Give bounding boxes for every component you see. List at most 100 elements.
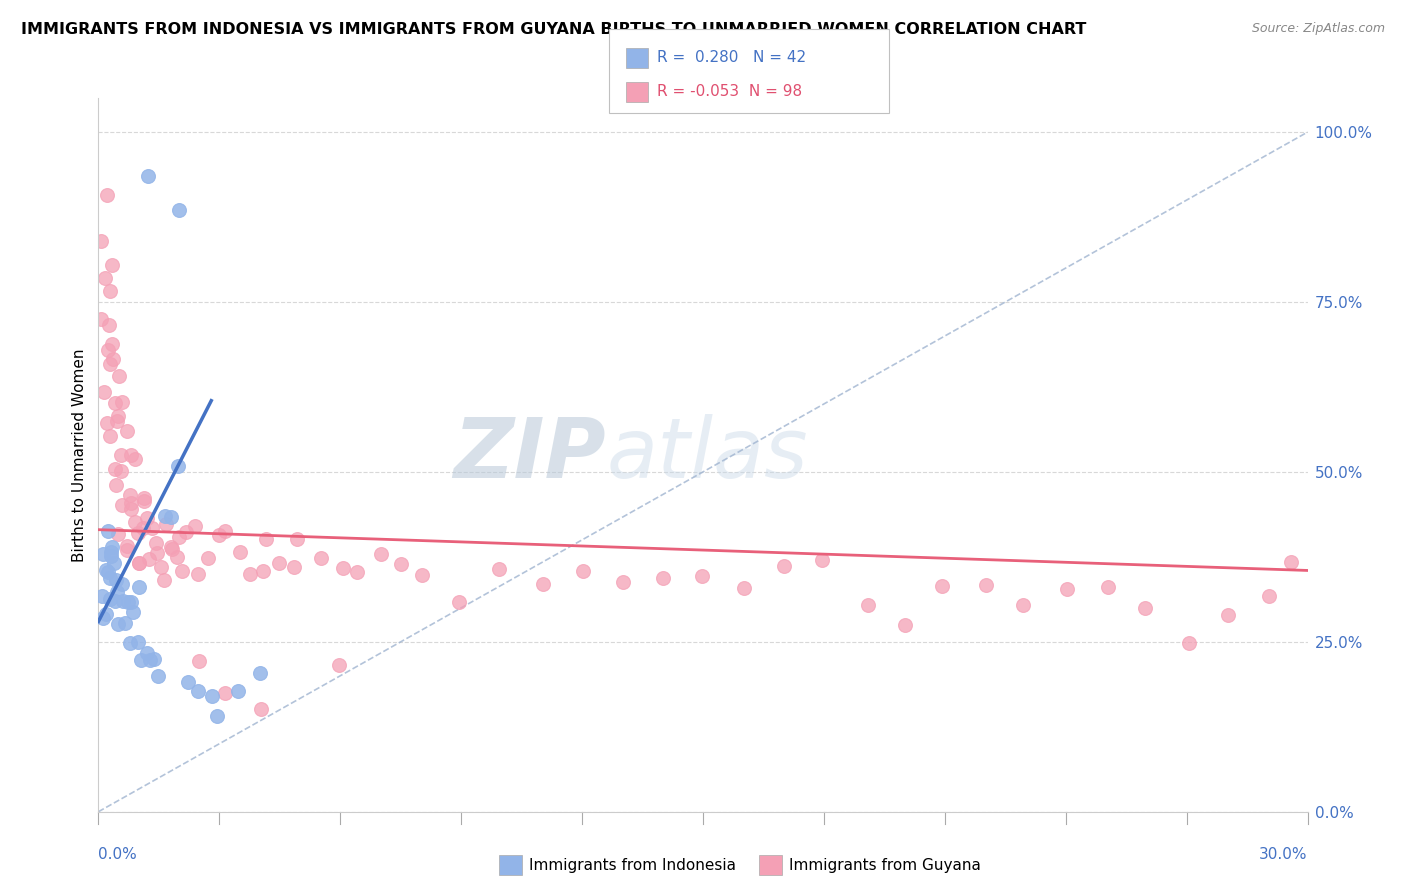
Point	[103, 556, 125, 570]
Point	[98, 284, 121, 298]
Point	[187, 654, 209, 668]
Text: Immigrants from Guyana: Immigrants from Guyana	[789, 858, 980, 872]
Point	[226, 684, 249, 698]
Point	[1133, 601, 1156, 615]
Point	[98, 591, 121, 606]
Point	[1279, 555, 1302, 569]
Point	[411, 567, 433, 582]
Point	[110, 577, 132, 591]
Point	[111, 499, 134, 513]
Point	[169, 530, 191, 544]
Point	[96, 563, 118, 577]
Point	[107, 616, 129, 631]
Point	[690, 568, 713, 582]
Text: 0.0%: 0.0%	[98, 847, 138, 863]
Point	[1258, 589, 1281, 603]
Point	[287, 532, 309, 546]
Point	[153, 573, 176, 587]
Point	[811, 553, 834, 567]
Point	[128, 581, 150, 595]
Point	[488, 562, 510, 576]
Point	[117, 595, 139, 609]
Point	[101, 352, 124, 367]
Point	[389, 557, 412, 571]
Point	[200, 689, 222, 703]
Point	[733, 581, 755, 595]
Point	[97, 524, 120, 538]
Point	[856, 598, 879, 612]
Point	[1056, 582, 1078, 596]
Point	[269, 556, 291, 570]
Point	[101, 258, 124, 272]
Point	[107, 368, 129, 383]
Point	[250, 702, 273, 716]
Point	[166, 459, 188, 474]
Text: Immigrants from Indonesia: Immigrants from Indonesia	[529, 858, 735, 872]
Point	[107, 527, 129, 541]
Point	[146, 669, 169, 683]
Point	[177, 675, 200, 690]
Point	[107, 409, 129, 424]
Point	[120, 502, 142, 516]
Point	[98, 571, 121, 585]
Point	[131, 653, 153, 667]
Point	[120, 496, 142, 510]
Point	[93, 384, 115, 399]
Point	[160, 509, 183, 524]
Point	[98, 429, 121, 443]
Point	[894, 617, 917, 632]
Point	[531, 577, 554, 591]
Point	[160, 540, 183, 554]
Point	[128, 556, 150, 570]
Point	[100, 337, 122, 351]
Point	[1216, 607, 1239, 622]
Point	[134, 493, 156, 508]
Point	[110, 448, 132, 462]
Text: IMMIGRANTS FROM INDONESIA VS IMMIGRANTS FROM GUYANA BIRTHS TO UNMARRIED WOMEN CO: IMMIGRANTS FROM INDONESIA VS IMMIGRANTS …	[21, 22, 1087, 37]
Point	[167, 203, 190, 218]
Point	[104, 396, 127, 410]
Point	[124, 516, 146, 530]
Point	[100, 545, 122, 559]
Point	[104, 462, 127, 476]
Point	[1097, 580, 1119, 594]
Text: ZIP: ZIP	[454, 415, 606, 495]
Point	[283, 560, 305, 574]
Point	[124, 452, 146, 467]
Point	[98, 318, 121, 333]
Point	[328, 657, 350, 672]
Point	[90, 235, 112, 249]
Point	[205, 709, 228, 723]
Point	[652, 571, 675, 585]
Point	[96, 343, 118, 357]
Text: 30.0%: 30.0%	[1260, 847, 1308, 863]
Point	[976, 578, 998, 592]
Point	[110, 464, 132, 478]
Point	[96, 417, 118, 431]
Point	[120, 488, 142, 502]
Text: Source: ZipAtlas.com: Source: ZipAtlas.com	[1251, 22, 1385, 36]
Point	[143, 651, 166, 665]
Point	[249, 666, 271, 681]
Point	[170, 564, 193, 578]
Y-axis label: Births to Unmarried Women: Births to Unmarried Women	[72, 348, 87, 562]
Point	[105, 573, 128, 587]
Point	[111, 394, 134, 409]
Point	[111, 594, 134, 608]
Point	[127, 526, 149, 541]
Point	[160, 541, 183, 556]
Point	[120, 448, 142, 462]
Point	[139, 653, 162, 667]
Point	[97, 565, 120, 579]
Point	[105, 413, 128, 427]
Point	[239, 566, 262, 581]
Point	[98, 357, 121, 371]
Point	[332, 561, 354, 575]
Point	[91, 547, 114, 561]
Point	[120, 636, 142, 650]
Point	[346, 566, 368, 580]
Text: R = -0.053  N = 98: R = -0.053 N = 98	[657, 85, 801, 99]
Point	[94, 271, 117, 285]
Point	[127, 635, 149, 649]
Point	[149, 560, 172, 574]
